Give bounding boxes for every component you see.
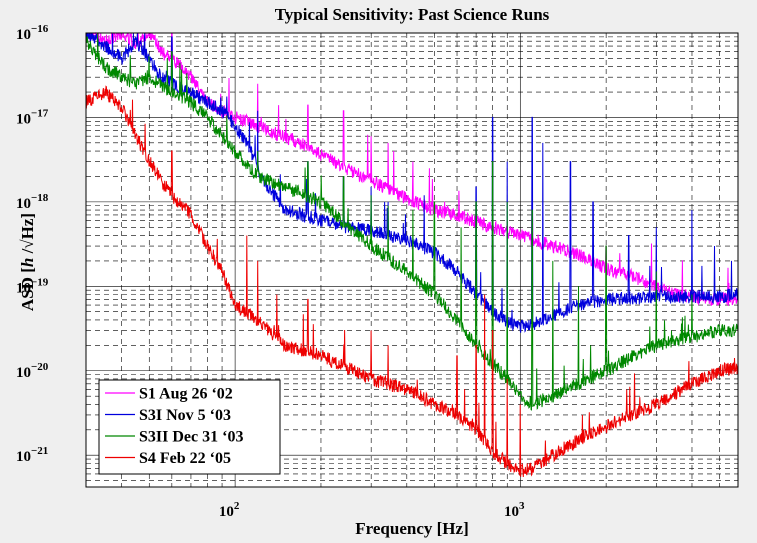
legend-label: S4 Feb 22 ‘05 bbox=[139, 450, 231, 467]
series-line-2 bbox=[85, 32, 739, 333]
legend: S1 Aug 26 ‘02 S3I Nov 5 ‘03 S3II Dec 31 ‘0… bbox=[98, 379, 281, 475]
y-tick-label: 10−18 bbox=[16, 192, 49, 212]
y-label-post: /√Hz] bbox=[18, 213, 37, 258]
legend-label: S1 Aug 26 ‘02 bbox=[139, 386, 233, 403]
y-axis-label: ASD [h /√Hz] bbox=[18, 213, 37, 311]
y-label-pre: ASD [ bbox=[18, 267, 37, 311]
series-line-3 bbox=[85, 32, 739, 411]
series-layer bbox=[85, 32, 739, 478]
series-line-4 bbox=[85, 85, 739, 478]
y-tick-label: 10−16 bbox=[16, 23, 49, 43]
y-tick-label: 10−17 bbox=[16, 107, 49, 127]
y-tick-label: 10−21 bbox=[16, 445, 48, 465]
x-axis-label: Frequency [Hz] bbox=[355, 519, 468, 538]
y-tick-label: 10−20 bbox=[16, 361, 49, 381]
x-tick-label: 102 bbox=[219, 500, 240, 520]
legend-label: S3II Dec 31 ‘03 bbox=[139, 429, 243, 446]
axis-ticks: 102 103 10−16 10−17 10−18 10−19 10−20 10−21 bbox=[16, 23, 525, 520]
plot-frame bbox=[85, 32, 739, 488]
legend-label: S3I Nov 5 ‘03 bbox=[139, 407, 231, 424]
x-tick-label: 103 bbox=[504, 500, 525, 520]
y-label-italic: h bbox=[18, 258, 37, 267]
y-tick-label: 10−19 bbox=[16, 276, 49, 296]
legend-box bbox=[98, 379, 281, 475]
chart-title: Typical Sensitivity: Past Science Runs bbox=[275, 5, 550, 24]
